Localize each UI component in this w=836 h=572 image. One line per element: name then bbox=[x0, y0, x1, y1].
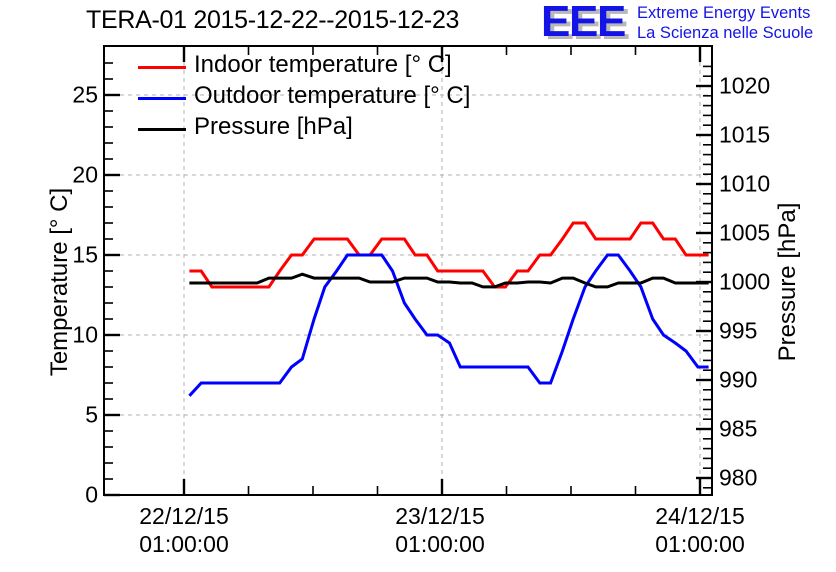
legend-item-outdoor: Outdoor temperature [° C] bbox=[138, 82, 498, 114]
eee-letter-3: E bbox=[597, 0, 626, 46]
series-line-1 bbox=[188, 253, 709, 397]
eee-letter-shadow-2: E bbox=[573, 0, 602, 49]
legend-label-outdoor: Outdoor temperature [° C] bbox=[194, 82, 471, 109]
x-tick-label-0: 22/12/15 01:00:00 bbox=[139, 503, 229, 557]
page-title: TERA-01 2015-12-22--2015-12-23 bbox=[86, 6, 460, 34]
x-tick-label-2: 24/12/15 01:00:00 bbox=[655, 503, 745, 557]
eee-logo-text-line1: Extreme Energy Events bbox=[637, 4, 811, 22]
series-line-0 bbox=[189, 221, 709, 289]
legend-item-indoor: Indoor temperature [° C] bbox=[138, 51, 498, 83]
eee-logo-mark: E E E E E E bbox=[541, 0, 631, 49]
legend-swatch-indoor bbox=[138, 66, 186, 69]
legend-item-pressure: Pressure [hPa] bbox=[138, 113, 498, 145]
eee-logo-text: Extreme Energy Events La Scienza nelle S… bbox=[637, 3, 813, 43]
legend: Indoor temperature [° C] Outdoor tempera… bbox=[138, 51, 498, 145]
plot-frame bbox=[103, 45, 713, 496]
legend-label-pressure: Pressure [hPa] bbox=[194, 113, 353, 140]
eee-logo-text-line2: La Scienza nelle Scuole bbox=[637, 24, 814, 42]
eee-letter-shadow-1: E bbox=[545, 0, 574, 49]
eee-logo: E E E E E E Extreme Energy Events La Sci… bbox=[541, 0, 836, 49]
x-tick-label-1: 23/12/15 01:00:00 bbox=[395, 503, 485, 557]
data-series bbox=[188, 221, 709, 397]
series-line-2 bbox=[189, 272, 709, 289]
eee-letter-2: E bbox=[569, 0, 598, 46]
legend-label-indoor: Indoor temperature [° C] bbox=[194, 51, 452, 78]
eee-letter-shadow-3: E bbox=[601, 0, 630, 49]
eee-letter-1: E bbox=[541, 0, 570, 46]
legend-swatch-pressure bbox=[138, 128, 186, 131]
axis-ticks bbox=[104, 46, 712, 497]
legend-swatch-outdoor bbox=[138, 97, 186, 100]
